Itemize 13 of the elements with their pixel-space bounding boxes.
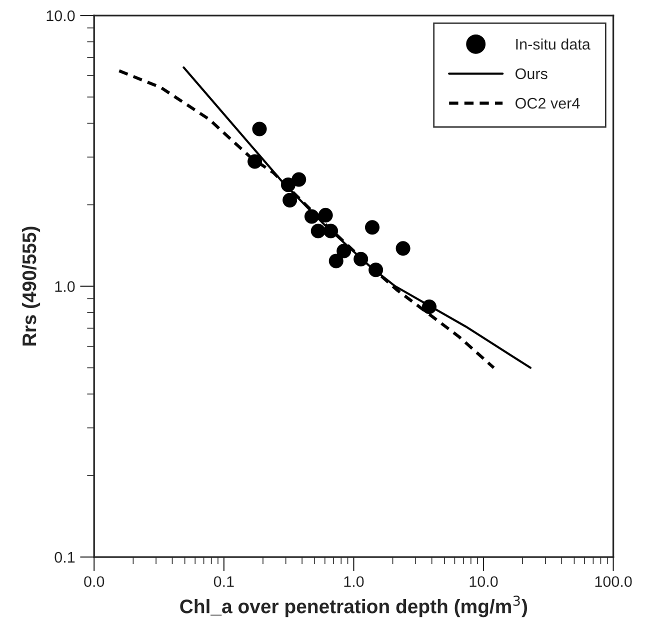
x-tick-label: 1.0 bbox=[344, 576, 364, 588]
y-tick-label: 0.1 bbox=[54, 552, 75, 563]
legend-label: Ours bbox=[516, 68, 548, 80]
y-axis-title: Rrs (490/555) bbox=[22, 226, 40, 346]
x-tick-label: 0.0 bbox=[84, 576, 104, 588]
y-tick-label: 10.0 bbox=[46, 10, 75, 22]
legend-label: In-situ data bbox=[516, 38, 590, 50]
y-tick-label: 1.0 bbox=[55, 281, 75, 292]
x-tick-label: 0.1 bbox=[214, 576, 234, 588]
x-tick-label: 100.0 bbox=[595, 576, 632, 588]
legend-label: OC2 ver4 bbox=[516, 98, 580, 109]
x-tick-label: 10.0 bbox=[470, 576, 498, 588]
x-axis-title: Chl_a over penetration depth (mg/m$^{3}$) bbox=[180, 596, 528, 618]
